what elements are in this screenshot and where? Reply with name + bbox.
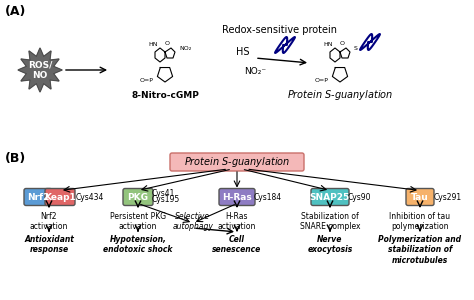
Text: Nrf2: Nrf2 (27, 193, 49, 202)
Text: Nrf2
activation: Nrf2 activation (30, 212, 68, 231)
Text: NO₂: NO₂ (179, 46, 191, 51)
Text: H-Ras
activation: H-Ras activation (218, 212, 256, 231)
Text: 8-Nitro-cGMP: 8-Nitro-cGMP (131, 91, 199, 100)
Bar (118, 49, 208, 87)
Text: S: S (354, 46, 358, 51)
Text: Antioxidant
response: Antioxidant response (24, 235, 74, 254)
Text: (B): (B) (5, 152, 26, 165)
Text: O=P: O=P (140, 78, 154, 83)
Text: Polymerization and
stabilization of
microtubules: Polymerization and stabilization of micr… (378, 235, 462, 265)
Text: HN: HN (323, 42, 333, 47)
Text: Cys90: Cys90 (348, 193, 372, 202)
Text: HS: HS (236, 47, 250, 57)
FancyBboxPatch shape (24, 188, 52, 206)
Text: Nerve
exocytosis: Nerve exocytosis (307, 235, 353, 254)
Text: Tau: Tau (411, 193, 429, 202)
Text: Selective
autophagy: Selective autophagy (173, 212, 213, 231)
Text: O: O (164, 41, 170, 46)
Text: O: O (339, 41, 345, 46)
Text: ROS/
NO: ROS/ NO (28, 60, 52, 80)
FancyBboxPatch shape (311, 188, 349, 206)
Text: O=P: O=P (315, 78, 329, 83)
Text: $\it{Protein\ S}$-$\it{guanylation}$: $\it{Protein\ S}$-$\it{guanylation}$ (184, 155, 290, 169)
Text: $\it{Protein\ S}$-$\it{guanylation}$: $\it{Protein\ S}$-$\it{guanylation}$ (287, 88, 393, 102)
Text: Cys41: Cys41 (152, 190, 175, 199)
Text: Keap1: Keap1 (44, 193, 76, 202)
Text: Persistent PKG
activation: Persistent PKG activation (110, 212, 166, 231)
Text: Stabilization of
SNARE complex: Stabilization of SNARE complex (300, 212, 360, 231)
FancyBboxPatch shape (170, 153, 304, 171)
Text: H-Ras: H-Ras (222, 193, 252, 202)
Text: Cys291: Cys291 (434, 193, 462, 202)
Text: HN: HN (148, 42, 158, 47)
Text: Inhibition of tau
polymerization: Inhibition of tau polymerization (390, 212, 451, 231)
Text: Redox-sensitive protein: Redox-sensitive protein (222, 25, 337, 35)
FancyBboxPatch shape (406, 188, 434, 206)
FancyBboxPatch shape (45, 188, 75, 206)
Text: Cys184: Cys184 (254, 193, 282, 202)
Text: Cys195: Cys195 (152, 196, 180, 205)
Text: Cell
senescence: Cell senescence (212, 235, 262, 254)
Polygon shape (18, 48, 62, 92)
Text: PKG: PKG (128, 193, 148, 202)
Text: Hypotension,
endotoxic shock: Hypotension, endotoxic shock (103, 235, 173, 254)
Text: SNAP25: SNAP25 (310, 193, 350, 202)
Text: (A): (A) (5, 5, 27, 18)
FancyBboxPatch shape (219, 188, 255, 206)
FancyBboxPatch shape (123, 188, 153, 206)
Text: Cys434: Cys434 (76, 193, 104, 202)
Text: NO₂⁻: NO₂⁻ (244, 68, 266, 76)
